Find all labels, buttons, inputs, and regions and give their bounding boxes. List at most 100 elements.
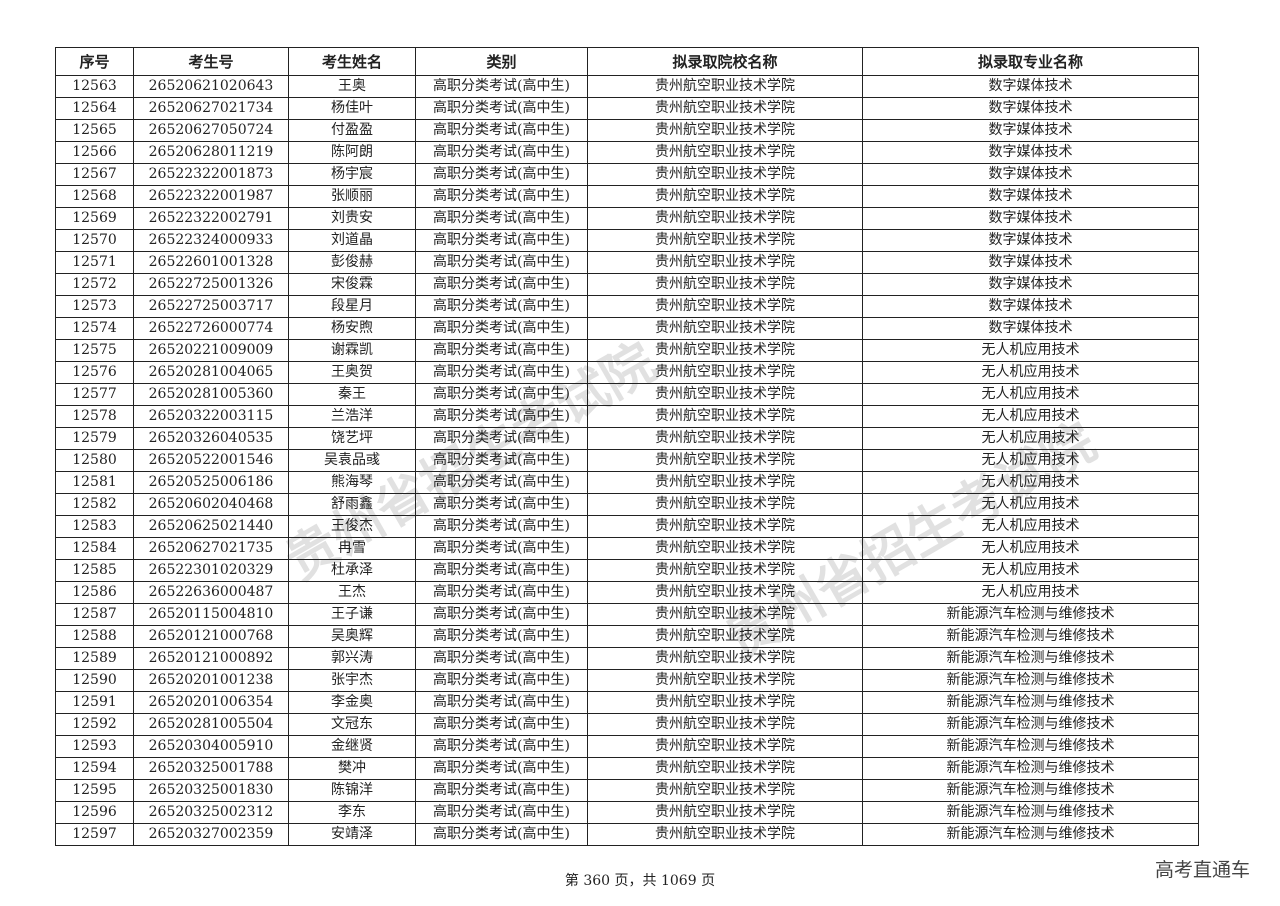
cell-seq: 12567: [55, 163, 134, 186]
cell-seq: 12588: [55, 625, 134, 648]
cell-major: 数字媒体技术: [862, 207, 1199, 230]
cell-seq: 12568: [55, 185, 134, 208]
cell-category: 高职分类考试(高中生): [415, 317, 588, 340]
cell-major: 新能源汽车检测与维修技术: [862, 625, 1199, 648]
cell-major: 数字媒体技术: [862, 163, 1199, 186]
table-row: 12570 26522324000933 刘道晶 高职分类考试(高中生) 贵州航空职业技…: [55, 229, 1199, 252]
table-row: 12568 26522322001987 张顺丽 高职分类考试(高中生) 贵州航空职业技…: [55, 185, 1199, 208]
cell-exam-id: 26522324000933: [133, 229, 289, 252]
cell-category: 高职分类考试(高中生): [415, 757, 588, 780]
header-school: 拟录取院校名称: [587, 47, 863, 76]
cell-school: 贵州航空职业技术学院: [587, 625, 863, 648]
cell-category: 高职分类考试(高中生): [415, 537, 588, 560]
header-name: 考生姓名: [288, 47, 416, 76]
cell-seq: 12575: [55, 339, 134, 362]
cell-category: 高职分类考试(高中生): [415, 515, 588, 538]
cell-exam-id: 26520627021734: [133, 97, 289, 120]
cell-category: 高职分类考试(高中生): [415, 185, 588, 208]
cell-exam-id: 26520201001238: [133, 669, 289, 692]
cell-category: 高职分类考试(高中生): [415, 383, 588, 406]
cell-school: 贵州航空职业技术学院: [587, 581, 863, 604]
cell-name: 付盈盈: [288, 119, 416, 142]
cell-seq: 12583: [55, 515, 134, 538]
cell-name: 杨宇宸: [288, 163, 416, 186]
table-row: 12580 26520522001546 吴袁品彧 高职分类考试(高中生) 贵州航空职业…: [55, 449, 1199, 472]
cell-school: 贵州航空职业技术学院: [587, 339, 863, 362]
cell-school: 贵州航空职业技术学院: [587, 251, 863, 274]
cell-major: 新能源汽车检测与维修技术: [862, 669, 1199, 692]
cell-name: 王子谦: [288, 603, 416, 626]
cell-school: 贵州航空职业技术学院: [587, 537, 863, 560]
cell-exam-id: 26520627050724: [133, 119, 289, 142]
cell-category: 高职分类考试(高中生): [415, 669, 588, 692]
cell-major: 无人机应用技术: [862, 361, 1199, 384]
cell-exam-id: 26520325001788: [133, 757, 289, 780]
page-number: 第 360 页，共 1069 页: [564, 873, 716, 889]
cell-seq: 12581: [55, 471, 134, 494]
cell-school: 贵州航空职业技术学院: [587, 603, 863, 626]
cell-major: 数字媒体技术: [862, 119, 1199, 142]
cell-school: 贵州航空职业技术学院: [587, 97, 863, 120]
table-row: 12583 26520625021440 王俊杰 高职分类考试(高中生) 贵州航空职业技…: [55, 515, 1199, 538]
cell-name: 宋俊霖: [288, 273, 416, 296]
cell-name: 杨佳叶: [288, 97, 416, 120]
table-row: 12587 26520115004810 王子谦 高职分类考试(高中生) 贵州航空职业技…: [55, 603, 1199, 626]
table-row: 12565 26520627050724 付盈盈 高职分类考试(高中生) 贵州航空职业技…: [55, 119, 1199, 142]
cell-school: 贵州航空职业技术学院: [587, 823, 863, 846]
cell-exam-id: 26520525006186: [133, 471, 289, 494]
cell-exam-id: 26520325002312: [133, 801, 289, 824]
cell-major: 数字媒体技术: [862, 75, 1199, 98]
table-row: 12573 26522725003717 段星月 高职分类考试(高中生) 贵州航空职业技…: [55, 295, 1199, 318]
cell-major: 数字媒体技术: [862, 251, 1199, 274]
cell-seq: 12596: [55, 801, 134, 824]
cell-major: 新能源汽车检测与维修技术: [862, 691, 1199, 714]
cell-category: 高职分类考试(高中生): [415, 735, 588, 758]
cell-major: 无人机应用技术: [862, 427, 1199, 450]
cell-major: 无人机应用技术: [862, 581, 1199, 604]
cell-exam-id: 26522636000487: [133, 581, 289, 604]
cell-exam-id: 26520627021735: [133, 537, 289, 560]
cell-name: 兰浩洋: [288, 405, 416, 428]
cell-name: 舒雨鑫: [288, 493, 416, 516]
table-row: 12589 26520121000892 郭兴涛 高职分类考试(高中生) 贵州航空职业技…: [55, 647, 1199, 670]
cell-name: 王奥: [288, 75, 416, 98]
cell-exam-id: 26522601001328: [133, 251, 289, 274]
table-row: 12594 26520325001788 樊冲 高职分类考试(高中生) 贵州航空职业技术…: [55, 757, 1199, 780]
cell-school: 贵州航空职业技术学院: [587, 559, 863, 582]
cell-category: 高职分类考试(高中生): [415, 493, 588, 516]
cell-exam-id: 26522322002791: [133, 207, 289, 230]
cell-seq: 12590: [55, 669, 134, 692]
cell-category: 高职分类考试(高中生): [415, 625, 588, 648]
cell-name: 饶艺坪: [288, 427, 416, 450]
cell-seq: 12584: [55, 537, 134, 560]
cell-category: 高职分类考试(高中生): [415, 405, 588, 428]
table-row: 12585 26522301020329 杜承泽 高职分类考试(高中生) 贵州航空职业技…: [55, 559, 1199, 582]
cell-category: 高职分类考试(高中生): [415, 603, 588, 626]
cell-name: 张顺丽: [288, 185, 416, 208]
cell-school: 贵州航空职业技术学院: [587, 801, 863, 824]
cell-exam-id: 26520121000892: [133, 647, 289, 670]
cell-school: 贵州航空职业技术学院: [587, 163, 863, 186]
cell-school: 贵州航空职业技术学院: [587, 669, 863, 692]
cell-exam-id: 26520602040468: [133, 493, 289, 516]
cell-school: 贵州航空职业技术学院: [587, 383, 863, 406]
cell-name: 安靖泽: [288, 823, 416, 846]
cell-school: 贵州航空职业技术学院: [587, 185, 863, 208]
table-row: 12576 26520281004065 王奥贺 高职分类考试(高中生) 贵州航空职业技…: [55, 361, 1199, 384]
cell-seq: 12572: [55, 273, 134, 296]
cell-name: 张宇杰: [288, 669, 416, 692]
cell-seq: 12571: [55, 251, 134, 274]
cell-seq: 12593: [55, 735, 134, 758]
cell-seq: 12566: [55, 141, 134, 164]
cell-school: 贵州航空职业技术学院: [587, 75, 863, 98]
cell-exam-id: 26520326040535: [133, 427, 289, 450]
cell-name: 李东: [288, 801, 416, 824]
cell-seq: 12594: [55, 757, 134, 780]
cell-exam-id: 26520115004810: [133, 603, 289, 626]
cell-seq: 12597: [55, 823, 134, 846]
cell-exam-id: 26522726000774: [133, 317, 289, 340]
cell-seq: 12591: [55, 691, 134, 714]
cell-name: 谢霖凯: [288, 339, 416, 362]
table-row: 12596 26520325002312 李东 高职分类考试(高中生) 贵州航空职业技术…: [55, 801, 1199, 824]
table-row: 12578 26520322003115 兰浩洋 高职分类考试(高中生) 贵州航空职业技…: [55, 405, 1199, 428]
